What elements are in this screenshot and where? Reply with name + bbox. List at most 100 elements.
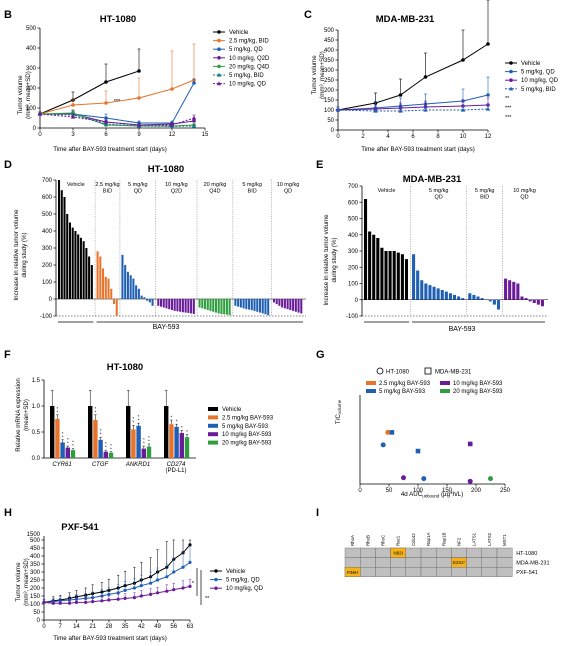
- panel-f-bar: [60, 442, 65, 458]
- panel-h-point: [155, 591, 160, 595]
- panel-f-gene-label: ANKRD1: [125, 462, 150, 468]
- panel-d-bar: [146, 299, 149, 301]
- panel-d-bar: [74, 231, 77, 299]
- panel-b-x-tick-label: 9: [137, 132, 141, 138]
- panel-i-cell: [436, 547, 452, 558]
- panel-e-bar: [448, 293, 452, 300]
- panel-d-bar: [297, 299, 300, 313]
- panel-e-ylabel2: during study (%): [331, 237, 338, 282]
- panel-b-point: [137, 69, 141, 73]
- panel-g-legend-circle: [376, 367, 384, 375]
- panel-h-point: [188, 543, 192, 547]
- panel-c-y-tick-label: 400: [324, 48, 335, 54]
- panel-c-point: [486, 93, 490, 97]
- panel-f-star: *: [138, 414, 140, 419]
- panel-g-legend-cell: MDA-MB-231: [435, 370, 472, 376]
- panel-g-point: [415, 448, 421, 454]
- panel-e-bar: [376, 238, 380, 300]
- panel-h-point: [58, 601, 62, 605]
- panel-d-bar: [168, 299, 171, 310]
- panel-f-star: *: [138, 418, 140, 423]
- panel-h-x-tick-label: 28: [106, 624, 113, 630]
- panel-h-point: [165, 589, 169, 593]
- panel-i-gene-label: MST1: [502, 534, 507, 546]
- panel-d-bar: [204, 299, 207, 310]
- panel-i-cell: [344, 557, 361, 568]
- panel-h-point: [149, 581, 153, 585]
- panel-e-bar: [412, 254, 416, 300]
- panel-b-point: [104, 116, 108, 120]
- panel-f-bar: [50, 406, 55, 458]
- panel-c-legend-marker: [508, 86, 514, 91]
- panel-c-point: [486, 42, 490, 46]
- panel-f-title: HT-1080: [107, 362, 143, 373]
- panel-f-star: *: [148, 435, 150, 440]
- panel-h-point: [84, 600, 88, 605]
- panel-b-point: [104, 80, 108, 84]
- panel-f-star: *: [72, 440, 74, 445]
- panel-e-bar: [404, 259, 409, 300]
- panel-h-point: [132, 596, 136, 600]
- panel-e-bar: [424, 283, 428, 300]
- panel-i-cell: [360, 557, 376, 568]
- panel-c-x-tick-label: 2: [361, 134, 365, 140]
- panel-d-bar: [292, 299, 295, 311]
- panel-f-star: *: [171, 415, 173, 420]
- panel-i-cell: [481, 547, 498, 558]
- panel-d-bar: [267, 299, 270, 316]
- panel-d-bar: [225, 299, 228, 315]
- panel-d-bar: [248, 299, 251, 310]
- panel-f-bar: [55, 419, 60, 458]
- panel-f-legend-swatch: [208, 432, 218, 437]
- panel-h-x-tick-label: 14: [73, 624, 80, 630]
- panel-b-y-tick-label: 100: [26, 106, 37, 112]
- panel-d-bar: [187, 299, 190, 313]
- panel-d-bar: [209, 299, 212, 311]
- panel-h-legend-marker: [214, 569, 218, 573]
- panel-i-cell: [390, 557, 407, 568]
- panel-d-group-label: QD: [284, 189, 292, 195]
- panel-c-x-tick-label: 4: [386, 134, 390, 140]
- panel-f-bar: [93, 420, 98, 458]
- panel-i-cell: [420, 547, 437, 558]
- panel-b-legend-marker: [217, 47, 221, 51]
- panel-f-star: *: [176, 419, 178, 424]
- panel-c-point: [423, 75, 428, 79]
- panel-h-star: **: [205, 596, 210, 602]
- panel-g-legend-swatch: [440, 381, 450, 385]
- panel-f-bar: [98, 439, 103, 458]
- panel-e-bar: [453, 294, 457, 300]
- panel-h-point: [123, 588, 127, 593]
- panel-b-series-line: [39, 79, 195, 115]
- panel-h-title: PXF-541: [61, 522, 99, 533]
- panel-g-x-tick-label: 50: [386, 488, 393, 494]
- panel-f-star: *: [110, 443, 112, 448]
- panel-f-bar: [164, 406, 169, 458]
- panel-d-group-label: BID: [103, 189, 112, 195]
- panel-b-legend-label: Vehicle: [229, 30, 249, 36]
- panel-f-star: *: [148, 438, 150, 443]
- panel-e-bar: [496, 299, 501, 310]
- panel-g-ylabel-main: T/C: [335, 414, 342, 424]
- panel-f-bar: [184, 437, 190, 458]
- panel-h-y-tick-label: 200: [30, 586, 41, 592]
- panel-h-legend-label: 10 mg/kg, QD: [226, 586, 264, 592]
- panel-i-label: I: [316, 507, 319, 519]
- panel-d-ylabel: Increase in relative tumor volume: [13, 209, 20, 301]
- panel-i-cell: [344, 547, 361, 558]
- panel-c-y-tick-label: 250: [324, 78, 335, 84]
- panel-d-bar: [300, 299, 303, 314]
- panel-d-group-label: Q2D: [171, 189, 182, 195]
- panel-e-label: E: [316, 159, 323, 171]
- panel-g-legend-dose: 5 mg/kg BAY-593: [379, 389, 426, 395]
- panel-b-label: B: [4, 9, 12, 21]
- panel-d-bar: [124, 265, 127, 299]
- panel-f-y-tick-label: 0.0: [32, 456, 41, 462]
- panel-h-point: [67, 601, 72, 605]
- panel-i-cell-line-label: MDA-MB-231: [516, 560, 549, 566]
- panel-e-bar: [396, 252, 400, 300]
- panel-e-y-tick-label: 300: [348, 249, 359, 255]
- panel-g-legend-dose: 10 mg/kg BAY-593: [453, 381, 503, 387]
- panel-h-y-tick-label: 350: [30, 562, 41, 568]
- panel-h-y-tick-label: 1500: [27, 532, 41, 538]
